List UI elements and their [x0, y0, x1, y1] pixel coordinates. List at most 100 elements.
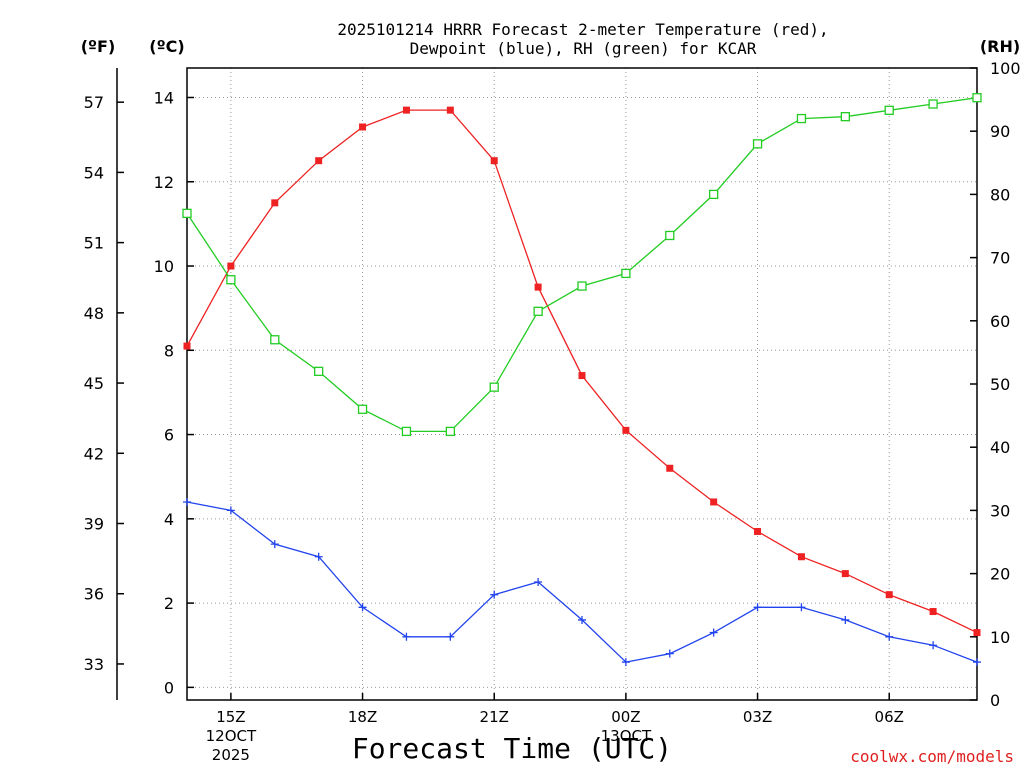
rh-tick-label: 80: [990, 185, 1010, 204]
rh-point: [314, 366, 324, 377]
dewpoint-point: [621, 658, 630, 667]
dewpoint-point: [665, 649, 674, 658]
dewpoint-point: [534, 578, 543, 587]
rh-tick-label: 60: [990, 312, 1010, 331]
rh-point: [226, 275, 236, 285]
rh-tick-label: 20: [990, 565, 1010, 584]
dewpoint-point: [402, 632, 411, 641]
rh-tick-label: 50: [990, 375, 1010, 394]
dewpoint-line: [186, 501, 978, 663]
rh-tick-label: 70: [990, 249, 1010, 268]
temperature-line: [186, 109, 978, 634]
temperature-point: [754, 527, 762, 535]
rh-point: [401, 426, 412, 437]
rh-point: [533, 306, 543, 316]
rh-point: [752, 139, 763, 149]
temperature-point: [446, 106, 454, 114]
rh-line: [186, 97, 978, 433]
temperature-point: [315, 157, 323, 165]
rh-point: [665, 230, 675, 241]
x-tick-label: 00Z: [611, 708, 640, 726]
dewpoint-point: [314, 552, 323, 561]
x-axis-title: Forecast Time (UTC): [352, 732, 672, 765]
celsius-tick-label: 4: [164, 510, 174, 529]
temperature-point: [183, 342, 191, 350]
temperature-point: [578, 372, 586, 380]
rh-point: [489, 382, 499, 392]
axes: 0 2 4 6 8 10 12 14 33 36 39 42 45 48 51 54 57 0 10 20 30 40 50…: [84, 59, 1021, 764]
dewpoint-point: [446, 632, 455, 641]
x-tick-year: 2025: [212, 746, 250, 764]
rh-point: [445, 426, 455, 437]
rh-point: [357, 404, 368, 414]
fahrenheit-axis-unit: (ºF): [81, 37, 116, 56]
temperature-point: [622, 426, 630, 434]
rh-tick-label: 10: [990, 628, 1010, 647]
dewpoint-point: [709, 628, 718, 637]
dewpoint-point: [183, 497, 191, 506]
temperature-point: [227, 262, 235, 270]
rh-point: [928, 99, 938, 109]
dewpoint-point: [578, 615, 586, 624]
rh-point: [884, 105, 894, 115]
fahrenheit-tick-label: 51: [84, 234, 104, 253]
celsius-tick-label: 6: [164, 426, 174, 445]
celsius-tick-label: 8: [164, 341, 174, 360]
gridlines: [187, 68, 977, 700]
fahrenheit-tick-label: 33: [84, 655, 104, 674]
rh-tick-label: 90: [990, 122, 1010, 141]
temperature-point: [841, 570, 849, 578]
celsius-tick-label: 12: [154, 173, 174, 192]
temperature-point: [929, 608, 937, 616]
fahrenheit-tick-label: 54: [84, 163, 104, 182]
temperature-point: [797, 553, 805, 561]
rh-point: [972, 93, 982, 103]
temperature-point: [534, 283, 542, 291]
celsius-axis-unit: (ºC): [149, 37, 184, 56]
dewpoint-point: [797, 603, 806, 612]
x-tick-label: 06Z: [875, 708, 904, 726]
series-layer: [182, 93, 982, 667]
temperature-point: [359, 123, 367, 131]
temperature-point: [973, 629, 981, 637]
fahrenheit-tick-label: 42: [84, 444, 104, 463]
dewpoint-point: [841, 615, 850, 624]
temperature-point: [666, 464, 674, 472]
celsius-tick-label: 0: [164, 678, 174, 697]
dewpoint-point: [490, 590, 499, 599]
temperature-point: [271, 199, 279, 207]
fahrenheit-tick-label: 48: [84, 304, 104, 323]
celsius-tick-label: 2: [164, 594, 174, 613]
dewpoint-point: [226, 506, 235, 515]
dewpoint-point: [753, 603, 762, 612]
fahrenheit-tick-label: 36: [84, 585, 104, 604]
chart-title-line1: 2025101214 HRRR Forecast 2-meter Tempera…: [337, 20, 828, 39]
rh-tick-label: 30: [990, 501, 1010, 520]
x-tick-label: 18Z: [348, 708, 377, 726]
x-tick-date: 13OCT: [601, 727, 652, 745]
x-tick-date: 12OCT: [206, 727, 257, 745]
rh-tick-label: 100: [990, 59, 1021, 78]
credit-text: coolwx.com/models: [850, 747, 1014, 766]
dewpoint-point: [929, 641, 938, 650]
fahrenheit-tick-label: 45: [84, 374, 104, 393]
temperature-point: [710, 498, 718, 506]
rh-point: [577, 281, 587, 291]
dewpoint-point: [973, 658, 981, 667]
rh-tick-label: 40: [990, 438, 1010, 457]
x-tick-label: 03Z: [743, 708, 772, 726]
dewpoint-point: [358, 603, 367, 612]
rh-point: [621, 268, 631, 279]
celsius-tick-label: 10: [154, 257, 174, 276]
rh-point: [270, 335, 280, 345]
rh-point: [709, 189, 719, 200]
temperature-point: [402, 106, 410, 114]
rh-tick-label: 0: [990, 691, 1000, 710]
temperature-point: [490, 157, 498, 165]
dewpoint-point: [270, 540, 279, 549]
rh-point: [840, 112, 850, 122]
fahrenheit-tick-label: 57: [84, 93, 104, 112]
temperature-point: [885, 591, 893, 599]
rh-point: [796, 113, 807, 124]
